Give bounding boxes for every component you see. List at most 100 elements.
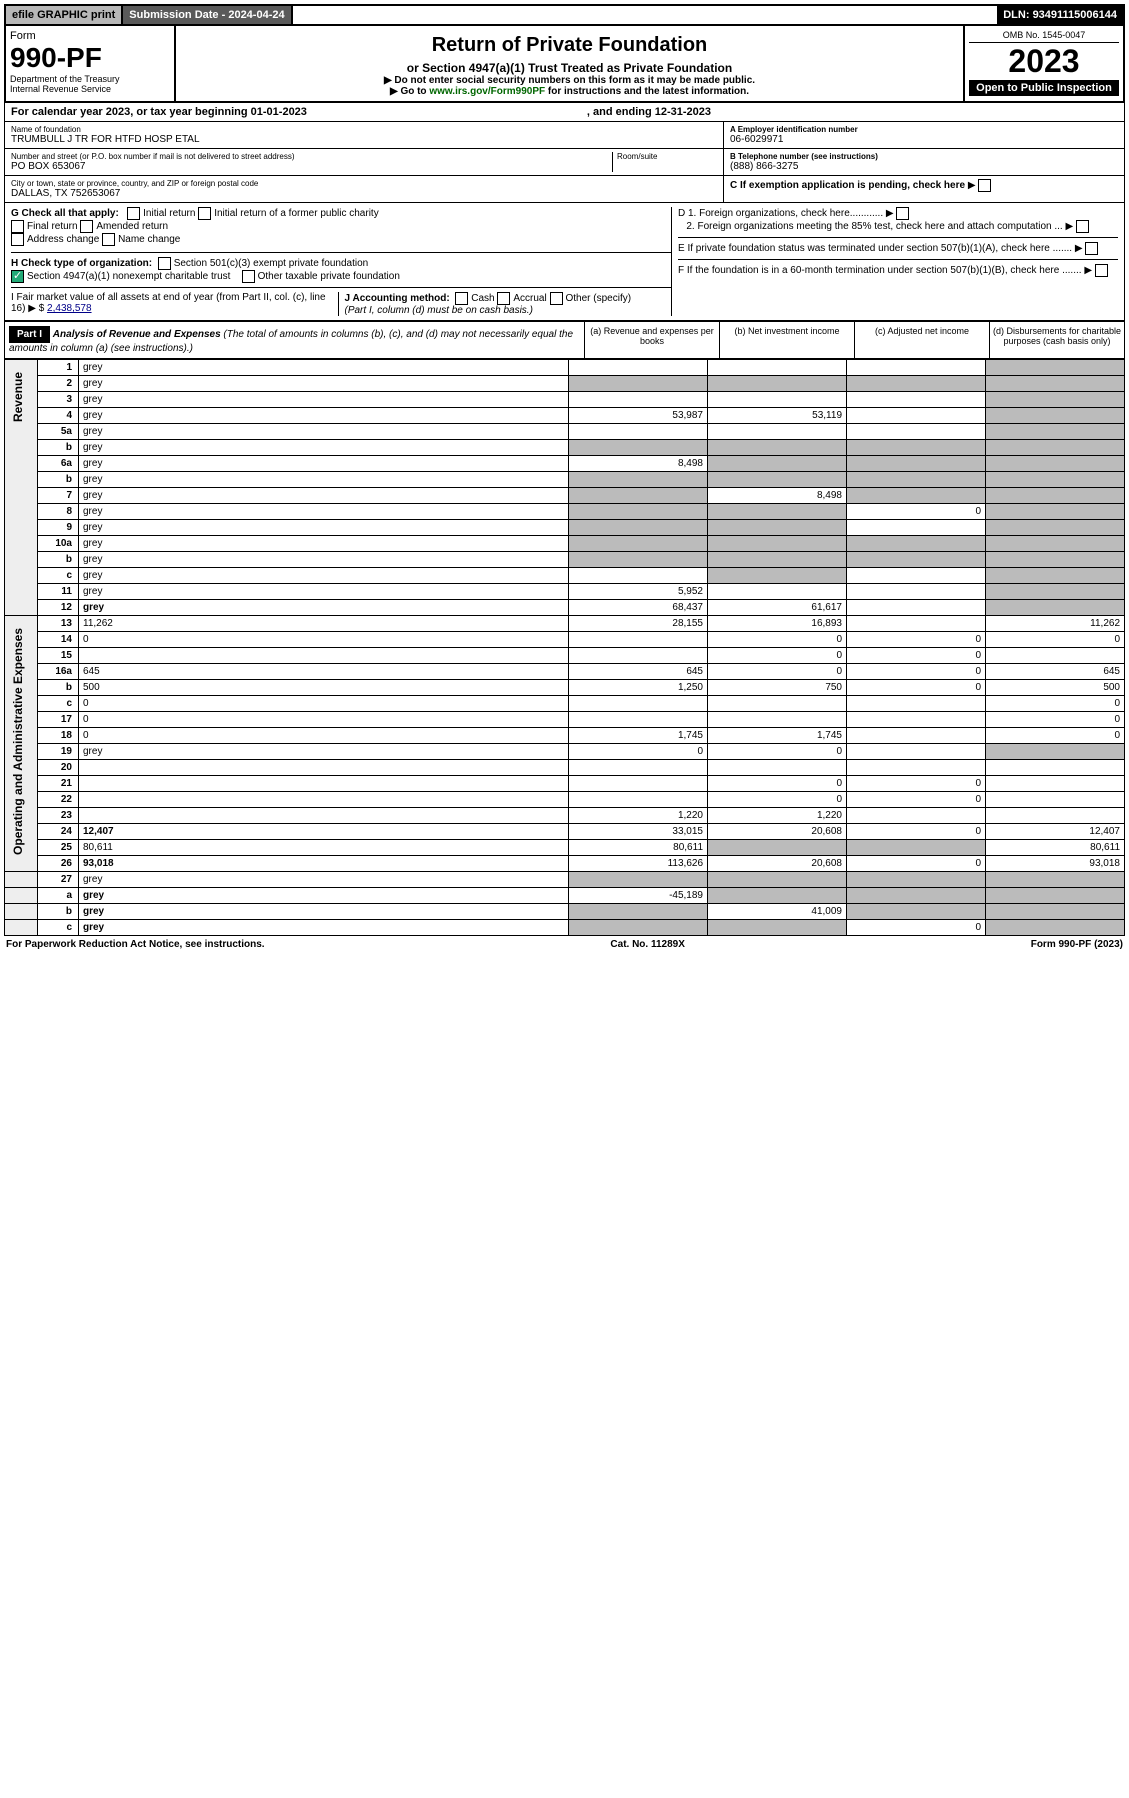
line-number: 17 xyxy=(38,712,79,728)
j-checkbox-1[interactable] xyxy=(497,292,510,305)
line-number: 24 xyxy=(38,824,79,840)
e-checkbox[interactable] xyxy=(1085,242,1098,255)
line-val-c xyxy=(847,712,986,728)
j-checkbox-2[interactable] xyxy=(550,292,563,305)
line-val-d: 0 xyxy=(986,632,1125,648)
line-desc: 500 xyxy=(79,680,569,696)
revenue-section-label: Revenue xyxy=(9,362,27,432)
line-val-b: 0 xyxy=(708,632,847,648)
line-val-d xyxy=(986,584,1125,600)
instructions-link[interactable]: www.irs.gov/Form990PF xyxy=(429,86,545,97)
line-desc: 80,611 xyxy=(79,840,569,856)
line-val-d xyxy=(986,568,1125,584)
f-checkbox[interactable] xyxy=(1095,264,1108,277)
line-desc: grey xyxy=(79,440,569,456)
open-inspection: Open to Public Inspection xyxy=(969,80,1119,96)
g-checkbox-5[interactable] xyxy=(102,233,115,246)
form-title: Return of Private Foundation xyxy=(180,34,959,57)
f-label: F If the foundation is in a 60-month ter… xyxy=(678,265,1082,276)
line-desc: grey xyxy=(79,360,569,376)
j-checkbox-0[interactable] xyxy=(455,292,468,305)
line-number: 26 xyxy=(38,856,79,872)
line-desc xyxy=(79,760,569,776)
line-val-a: 68,437 xyxy=(569,600,708,616)
line-desc: grey xyxy=(79,472,569,488)
line-val-c xyxy=(847,840,986,856)
line-desc: grey xyxy=(79,376,569,392)
line-val-c xyxy=(847,536,986,552)
part1-title: Analysis of Revenue and Expenses xyxy=(53,329,221,340)
footer-left: For Paperwork Reduction Act Notice, see … xyxy=(6,939,265,950)
line-number: b xyxy=(38,904,79,920)
line-val-a: 0 xyxy=(569,744,708,760)
line-val-c xyxy=(847,760,986,776)
line-val-d xyxy=(986,888,1125,904)
line-number: c xyxy=(38,568,79,584)
line-val-a xyxy=(569,632,708,648)
line-desc xyxy=(79,648,569,664)
line-desc: grey xyxy=(79,904,569,920)
c-label: C If exemption application is pending, c… xyxy=(730,180,965,191)
line-desc: grey xyxy=(79,584,569,600)
expenses-section-label: Operating and Administrative Expenses xyxy=(9,618,27,865)
line-val-d xyxy=(986,920,1125,936)
line-val-c: 0 xyxy=(847,648,986,664)
line-number: 18 xyxy=(38,728,79,744)
h1-checkbox[interactable] xyxy=(158,257,171,270)
g-checkbox-2[interactable] xyxy=(11,220,24,233)
line-number: 8 xyxy=(38,504,79,520)
g-checkbox-3[interactable] xyxy=(80,220,93,233)
line-val-d xyxy=(986,376,1125,392)
line-val-c: 0 xyxy=(847,680,986,696)
line-val-a xyxy=(569,568,708,584)
line-row: 8grey0 xyxy=(5,504,1125,520)
d1-checkbox[interactable] xyxy=(896,207,909,220)
d2-checkbox[interactable] xyxy=(1076,220,1089,233)
line-val-d xyxy=(986,744,1125,760)
form-label: Form xyxy=(10,30,170,42)
line-val-b xyxy=(708,888,847,904)
line-desc: 93,018 xyxy=(79,856,569,872)
h3-checkbox[interactable] xyxy=(242,270,255,283)
line-desc: grey xyxy=(79,488,569,504)
g-checkbox-1[interactable] xyxy=(198,207,211,220)
line-val-b: 0 xyxy=(708,776,847,792)
line-val-c xyxy=(847,872,986,888)
line-val-b xyxy=(708,472,847,488)
part1-header-row: Part I Analysis of Revenue and Expenses … xyxy=(4,321,1125,359)
line-val-c: 0 xyxy=(847,792,986,808)
city: DALLAS, TX 752653067 xyxy=(11,188,717,199)
g-checkbox-4[interactable] xyxy=(11,233,24,246)
line-val-d xyxy=(986,792,1125,808)
line-desc xyxy=(79,808,569,824)
line-val-b xyxy=(708,584,847,600)
line-desc: grey xyxy=(79,600,569,616)
h2-checkbox[interactable] xyxy=(11,270,24,283)
line-val-c xyxy=(847,904,986,920)
col-b-header: (b) Net investment income xyxy=(719,322,854,358)
line-val-a xyxy=(569,760,708,776)
line-val-b xyxy=(708,920,847,936)
line-val-b: 0 xyxy=(708,648,847,664)
line-row: 140000 xyxy=(5,632,1125,648)
line-val-a xyxy=(569,648,708,664)
line-val-c xyxy=(847,392,986,408)
foundation-name: TRUMBULL J TR FOR HTFD HOSP ETAL xyxy=(11,134,717,145)
line-number: 11 xyxy=(38,584,79,600)
line-row: 7grey8,498 xyxy=(5,488,1125,504)
efile-label[interactable]: efile GRAPHIC print xyxy=(6,6,123,24)
line-val-a xyxy=(569,392,708,408)
line-val-c xyxy=(847,728,986,744)
line-val-d: 11,262 xyxy=(986,616,1125,632)
j-note: (Part I, column (d) must be on cash basi… xyxy=(345,305,533,316)
line-val-d xyxy=(986,408,1125,424)
g-checkbox-0[interactable] xyxy=(127,207,140,220)
line-val-a xyxy=(569,376,708,392)
line-val-c: 0 xyxy=(847,920,986,936)
line-val-c xyxy=(847,552,986,568)
line-val-b: 0 xyxy=(708,744,847,760)
line-number: 27 xyxy=(38,872,79,888)
line-desc: grey xyxy=(79,504,569,520)
c-checkbox[interactable] xyxy=(978,179,991,192)
fmv-value: 2,438,578 xyxy=(47,303,92,314)
